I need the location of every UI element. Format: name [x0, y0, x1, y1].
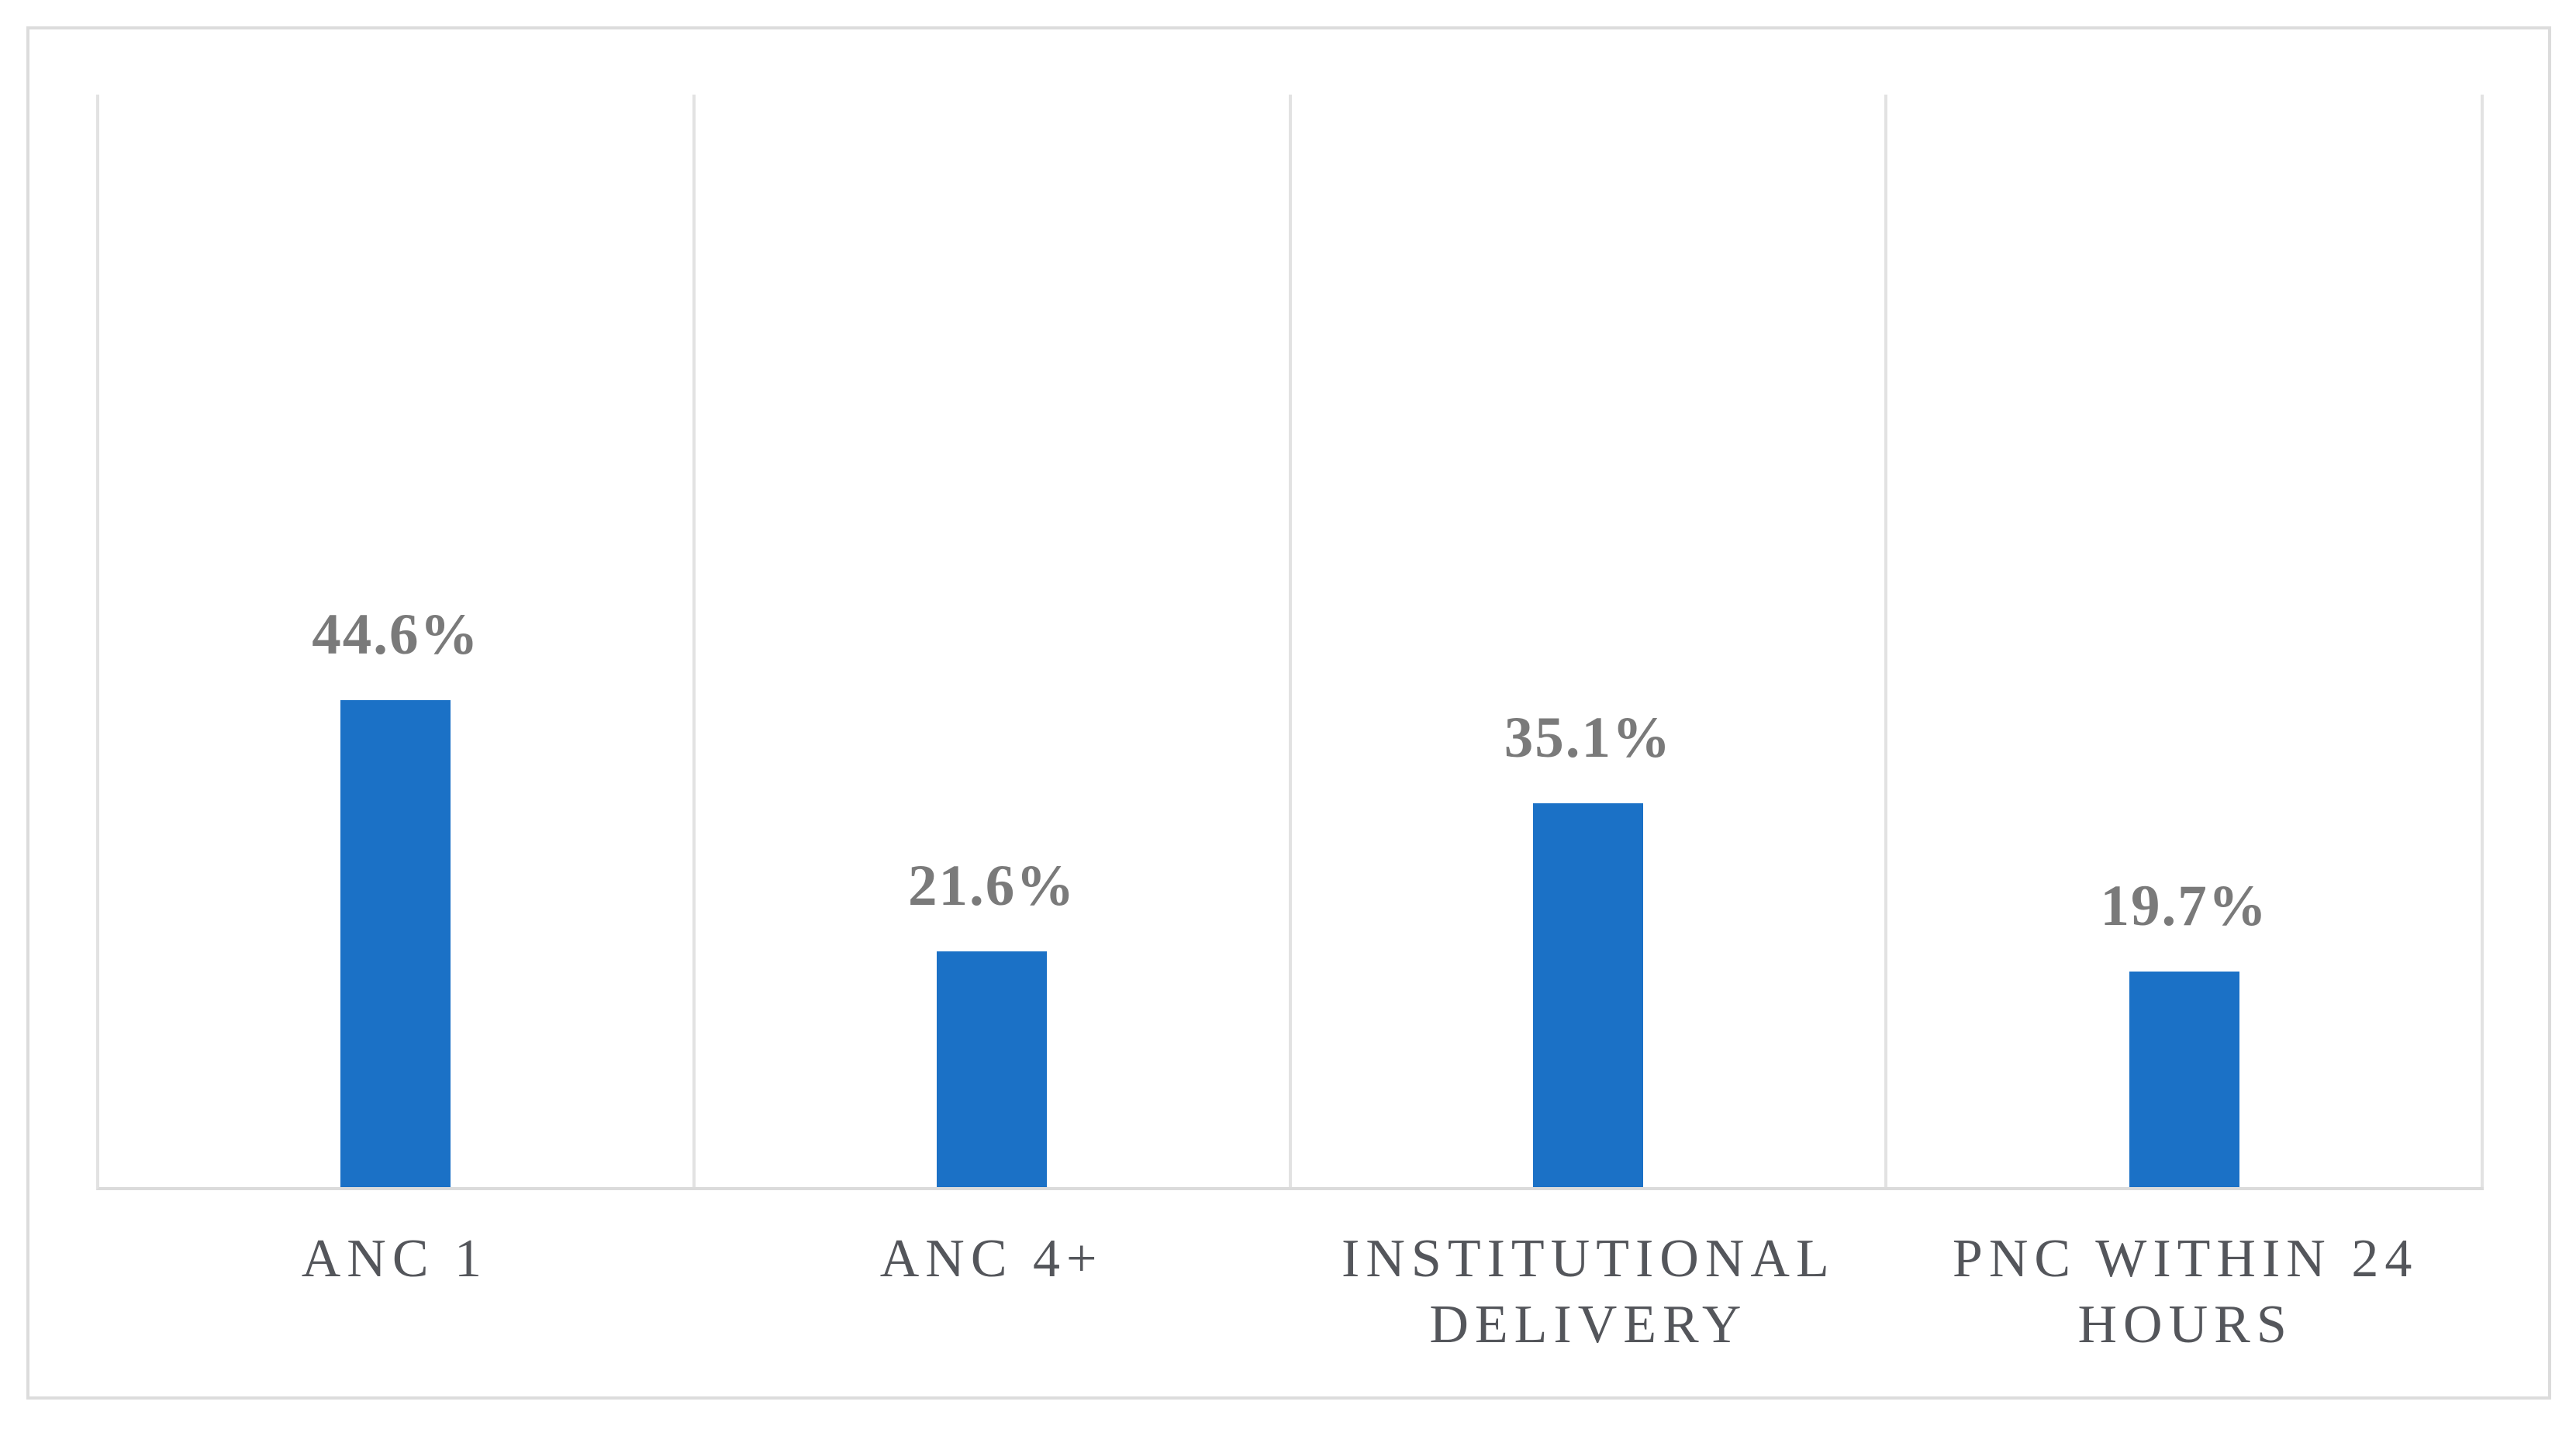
category-label-anc-1: ANC 1: [301, 1229, 489, 1289]
bar-pnc-within-24-hours: [2129, 972, 2239, 1187]
value-label-anc-4: 21.6%: [908, 853, 1076, 918]
category-panel-anc-1: 44.6%: [99, 95, 696, 1187]
category-panel-pnc-within-24-hours: 19.7%: [1887, 95, 2484, 1187]
category-label-institutional-delivery: INSTITUTIONAL DELIVERY: [1342, 1229, 1835, 1355]
category-label-anc-4: ANC 4+: [879, 1229, 1103, 1289]
value-label-anc-1: 44.6%: [312, 602, 480, 667]
bar-anc-4: [937, 951, 1048, 1187]
bar-institutional-delivery: [1532, 803, 1643, 1187]
category-panel-institutional-delivery: 35.1%: [1292, 95, 1888, 1187]
value-label-pnc-within-24-hours: 19.7%: [2100, 874, 2268, 939]
value-label-institutional-delivery: 35.1%: [1504, 706, 1672, 771]
bar-anc-1: [340, 699, 451, 1187]
category-axis: ANC 1 ANC 4+ INSTITUTIONAL DELIVERY PNC WIT…: [96, 1226, 2484, 1358]
category-label-pnc-within-24-hours: PNC WITHIN 24 HOURS: [1952, 1229, 2419, 1355]
category-panel-anc-4: 21.6%: [696, 95, 1292, 1187]
plot-area: 44.6% 21.6% 35.1% 19.7%: [96, 95, 2484, 1190]
